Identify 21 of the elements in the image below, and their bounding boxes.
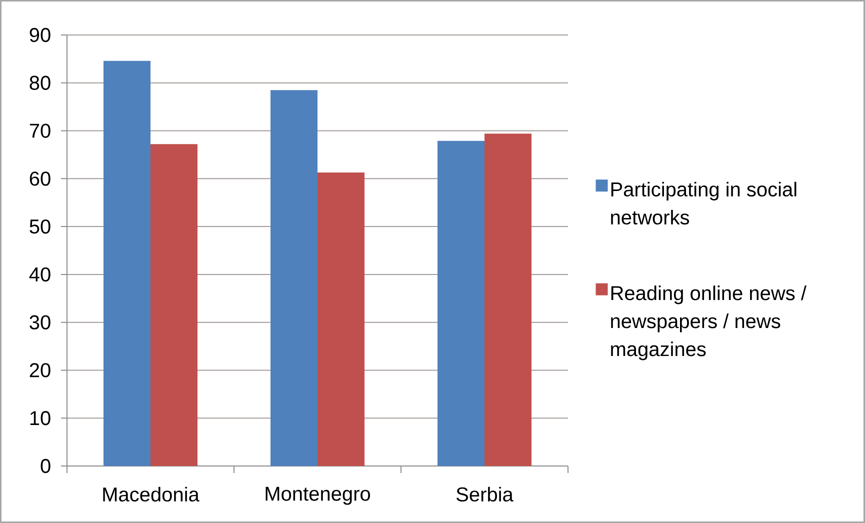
bar (270, 90, 318, 466)
bar (438, 140, 485, 466)
bar (484, 134, 532, 466)
legend-label: Participating in social networks (611, 182, 796, 225)
y-tick-label: 80 (30, 76, 50, 90)
bar (150, 144, 198, 466)
x-tick-label: Montenegro (266, 486, 370, 505)
x-tick-label: Macedonia (103, 486, 200, 502)
y-tick-label: 60 (30, 172, 50, 186)
y-tick-label: 10 (30, 411, 50, 426)
y-tick-label: 70 (30, 124, 50, 138)
y-tick-label: 90 (30, 28, 50, 42)
y-tick-label: 20 (30, 363, 50, 378)
y-tick-label: 0 (40, 458, 50, 474)
bar (104, 60, 150, 466)
bar (318, 172, 365, 466)
legend-label: Reading online news / newspapers / news magazines (611, 286, 806, 360)
y-tick-label: 30 (30, 315, 50, 330)
y-tick-label: 50 (30, 219, 50, 234)
x-tick-label: Serbia (456, 486, 514, 502)
y-tick-label: 40 (29, 267, 50, 282)
